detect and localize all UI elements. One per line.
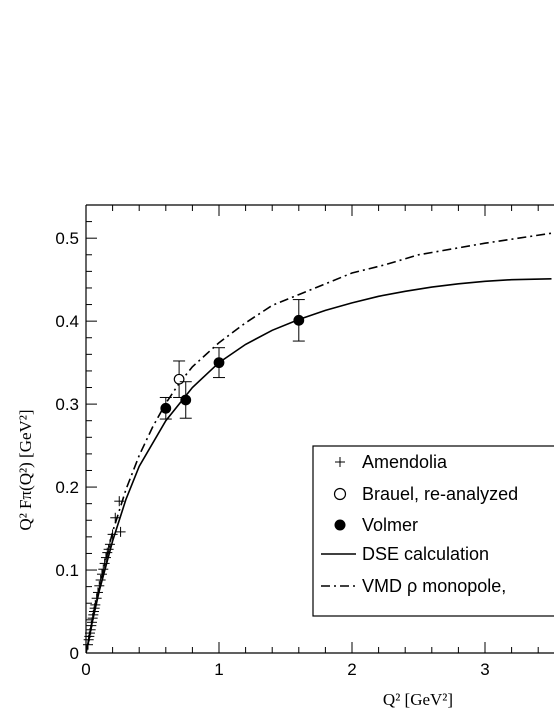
amendolia-point bbox=[92, 587, 103, 598]
amendolia-point bbox=[104, 539, 115, 550]
legend: Amendolia Brauel, re-analyzed Volmer DSE ca… bbox=[312, 445, 554, 617]
legend-filled-circle-icon bbox=[334, 519, 346, 531]
vmd-curve bbox=[86, 232, 552, 653]
legend-item: Volmer bbox=[334, 515, 418, 535]
y-tick-label: 0.3 bbox=[55, 395, 79, 414]
amendolia-point bbox=[114, 496, 125, 507]
x-tick-label: 1 bbox=[214, 660, 223, 679]
amendolia-point bbox=[110, 512, 121, 523]
amendolia-point bbox=[94, 580, 105, 591]
legend-label: Volmer bbox=[362, 515, 418, 535]
legend-label: VMD ρ monopole, bbox=[362, 576, 506, 596]
y-tick-label: 0.5 bbox=[55, 229, 79, 248]
legend-item: VMD ρ monopole, bbox=[321, 576, 506, 596]
amendolia-point bbox=[100, 552, 111, 563]
axis-ticks bbox=[85, 205, 539, 654]
x-tick-label: 2 bbox=[347, 660, 356, 679]
volmer-point bbox=[180, 394, 192, 406]
brauel-point bbox=[173, 373, 185, 385]
y-tick-label: 0.1 bbox=[55, 561, 79, 580]
legend-label: Amendolia bbox=[362, 452, 448, 472]
volmer-point bbox=[160, 402, 172, 414]
amendolia-point bbox=[103, 544, 114, 555]
y-tick-label: 0.4 bbox=[55, 312, 79, 331]
amendolia-point bbox=[95, 574, 106, 585]
amendolia-point bbox=[98, 564, 109, 575]
amendolia-point bbox=[90, 599, 101, 610]
x-tick-label: 0 bbox=[81, 660, 90, 679]
amendolia-point bbox=[85, 624, 96, 635]
volmer-point bbox=[213, 357, 225, 369]
x-axis-title: Q² [GeV²] bbox=[383, 690, 453, 709]
legend-cross-icon bbox=[335, 457, 345, 467]
legend-label: Brauel, re-analyzed bbox=[362, 484, 518, 504]
amendolia-point bbox=[82, 639, 93, 650]
y-tick-label: 0.2 bbox=[55, 478, 79, 497]
amendolia-point bbox=[115, 526, 126, 537]
legend-item: Brauel, re-analyzed bbox=[333, 484, 518, 504]
legend-label: DSE calculation bbox=[362, 544, 489, 564]
y-tick-label: 0 bbox=[70, 644, 79, 663]
volmer-point bbox=[293, 314, 305, 326]
amendolia-point bbox=[107, 529, 118, 540]
markers bbox=[82, 299, 305, 650]
y-axis-title: Q² Fπ(Q²) [GeV²] bbox=[16, 409, 35, 530]
amendolia-point bbox=[86, 617, 97, 628]
axis-tick-labels: 0 0.1 0.2 0.3 0.4 0.5 0 1 2 3 bbox=[55, 229, 489, 679]
legend-open-circle-icon bbox=[333, 487, 347, 501]
amendolia-point bbox=[99, 558, 110, 569]
amendolia-point bbox=[91, 593, 102, 604]
curves bbox=[86, 232, 552, 653]
amendolia-point bbox=[96, 569, 107, 580]
legend-item: DSE calculation bbox=[321, 544, 489, 564]
dse-curve bbox=[86, 278, 552, 653]
legend-box bbox=[312, 445, 554, 617]
x-tick-label: 3 bbox=[480, 660, 489, 679]
legend-item: Amendolia bbox=[335, 452, 448, 472]
